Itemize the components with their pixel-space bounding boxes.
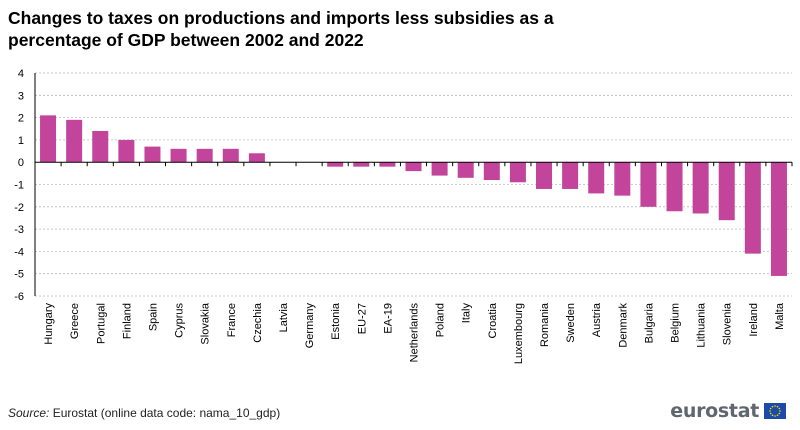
y-tick-label: -6 — [14, 291, 24, 303]
x-tick-label: Denmark — [617, 303, 629, 348]
bar-ireland — [744, 162, 761, 254]
x-tick-label: Czechia — [252, 302, 264, 343]
x-tick-label: Malta — [774, 302, 786, 330]
x-tick-label: Estonia — [330, 302, 342, 340]
bar-finland — [118, 139, 135, 163]
x-tick-label: Luxembourg — [513, 303, 525, 364]
x-tick-label: Spain — [147, 303, 159, 331]
bar-slovenia — [718, 162, 735, 221]
x-tick-label: Sweden — [565, 303, 577, 343]
bar-bulgaria — [640, 162, 657, 207]
bar-croatia — [483, 162, 500, 181]
chart-title: Changes to taxes on productions and impo… — [8, 7, 708, 51]
eu-flag-icon — [764, 403, 786, 419]
bar-cyprus — [170, 148, 187, 163]
source-label: Source: — [8, 406, 50, 420]
bar-malta — [770, 162, 787, 276]
eu-star — [769, 412, 772, 415]
bar-greece — [66, 119, 83, 163]
eu-star — [776, 414, 779, 417]
bar-sweden — [562, 162, 579, 189]
x-tick-label: Lithuania — [696, 302, 708, 348]
y-axis-ticks: 4 3 2 1 0 -1 -2 -3 -4 -5 -6 — [14, 68, 24, 303]
bar-france — [222, 148, 239, 163]
eu-star — [779, 410, 781, 412]
eu-star — [778, 407, 781, 410]
bar-ea-19 — [379, 162, 396, 167]
y-tick-label: 2 — [18, 113, 24, 125]
x-tick-label: Cyprus — [174, 303, 186, 338]
eu-star — [769, 410, 771, 412]
x-tick-label: Finland — [121, 303, 133, 339]
x-tick-label: Netherlands — [409, 303, 421, 363]
x-axis-labels: Hungary Greece Portugal Finland Spain Cyprus S… — [43, 302, 786, 364]
bar-hungary — [40, 115, 57, 163]
x-tick-label: Croatia — [487, 302, 499, 338]
bar-slovakia — [196, 148, 213, 163]
eu-star — [774, 415, 776, 417]
x-tick-label: Slovenia — [722, 302, 734, 345]
eu-star — [769, 407, 772, 410]
bar-czechia — [248, 153, 265, 163]
bar-denmark — [614, 162, 631, 196]
bar-austria — [588, 162, 605, 194]
source-text: Eurostat (online data code: nama_10_gdp) — [52, 406, 281, 420]
bar-romania — [536, 162, 553, 189]
y-tick-label: -3 — [14, 224, 24, 236]
y-tick-label: -4 — [14, 246, 24, 258]
bar-eu-27 — [353, 162, 370, 167]
chart-title-line-2: percentage of GDP between 2002 and 2022 — [8, 30, 364, 50]
bar-belgium — [666, 162, 683, 212]
x-tick-label: France — [226, 303, 238, 337]
bar-poland — [431, 162, 448, 176]
x-tick-label: Latvia — [278, 302, 290, 332]
y-tick-label: -2 — [14, 202, 24, 214]
x-tick-label: Italy — [461, 303, 473, 324]
bar-italy — [457, 162, 474, 178]
axes — [34, 73, 793, 296]
y-tick-label: 1 — [18, 135, 24, 147]
bar-portugal — [92, 130, 109, 163]
bar-lithuania — [692, 162, 709, 214]
y-tick-label: 3 — [18, 90, 24, 102]
x-tick-label: Romania — [539, 302, 551, 347]
x-tick-label: Germany — [304, 303, 316, 349]
bar-netherlands — [405, 162, 422, 172]
x-tick-label: Ireland — [748, 303, 760, 337]
eu-star — [776, 405, 779, 408]
x-tick-label: Slovakia — [200, 302, 212, 344]
x-tick-label: EU-27 — [356, 303, 368, 334]
bars — [40, 115, 787, 276]
y-tick-label: -1 — [14, 180, 24, 192]
bar-chart: 4 3 2 1 0 -1 -2 -3 -4 -5 -6 Hungary Greece Portugal F… — [14, 68, 793, 364]
x-tick-label: Bulgaria — [643, 302, 655, 343]
eu-star — [771, 414, 774, 417]
x-tick-label: Austria — [591, 302, 603, 337]
x-tick-label: Greece — [69, 303, 81, 339]
source-note: Source: Eurostat (online data code: nama… — [8, 406, 280, 420]
bar-luxembourg — [509, 162, 526, 183]
y-tick-label: 0 — [18, 157, 24, 169]
x-tick-label: Belgium — [670, 303, 682, 343]
y-tick-label: -5 — [14, 269, 24, 281]
eurostat-logo: eurostat — [670, 400, 786, 422]
eu-star — [771, 405, 774, 408]
x-tick-label: Poland — [435, 303, 447, 337]
eu-star — [778, 412, 781, 415]
x-tick-label: Hungary — [43, 303, 55, 345]
bar-estonia — [327, 162, 344, 167]
chart-title-line-1: Changes to taxes on productions and impo… — [8, 8, 554, 28]
x-tick-label: EA-19 — [382, 303, 394, 334]
bar-spain — [144, 146, 161, 163]
y-tick-label: 4 — [18, 68, 24, 80]
eu-star — [774, 405, 776, 407]
x-tick-label: Portugal — [95, 303, 107, 344]
eurostat-logo-text: eurostat — [670, 400, 759, 422]
